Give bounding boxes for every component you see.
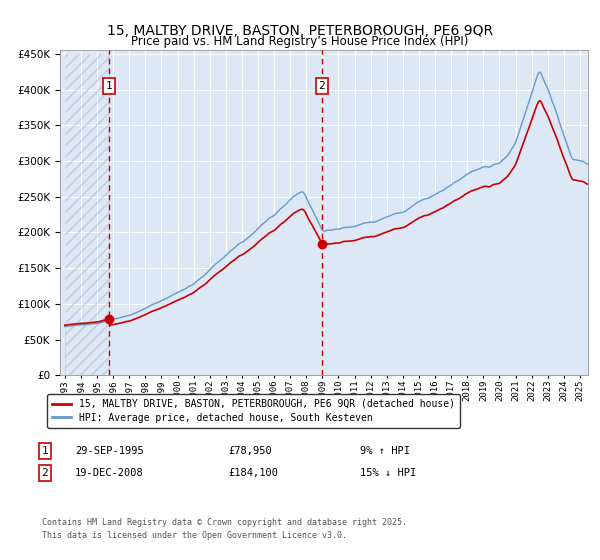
Text: 9% ↑ HPI: 9% ↑ HPI xyxy=(360,446,410,456)
Text: 2: 2 xyxy=(41,468,49,478)
Text: £184,100: £184,100 xyxy=(228,468,278,478)
Text: 1: 1 xyxy=(41,446,49,456)
Text: Price paid vs. HM Land Registry’s House Price Index (HPI): Price paid vs. HM Land Registry’s House … xyxy=(131,35,469,49)
Text: Contains HM Land Registry data © Crown copyright and database right 2025.
This d: Contains HM Land Registry data © Crown c… xyxy=(42,519,407,540)
Legend: 15, MALTBY DRIVE, BASTON, PETERBOROUGH, PE6 9QR (detached house), HPI: Average p: 15, MALTBY DRIVE, BASTON, PETERBOROUGH, … xyxy=(47,394,460,428)
Text: 15, MALTBY DRIVE, BASTON, PETERBOROUGH, PE6 9QR: 15, MALTBY DRIVE, BASTON, PETERBOROUGH, … xyxy=(107,24,493,38)
Text: 19-DEC-2008: 19-DEC-2008 xyxy=(75,468,144,478)
Text: 2: 2 xyxy=(319,81,325,91)
Text: 1: 1 xyxy=(106,81,112,91)
Text: £78,950: £78,950 xyxy=(228,446,272,456)
Text: 15% ↓ HPI: 15% ↓ HPI xyxy=(360,468,416,478)
Text: 29-SEP-1995: 29-SEP-1995 xyxy=(75,446,144,456)
